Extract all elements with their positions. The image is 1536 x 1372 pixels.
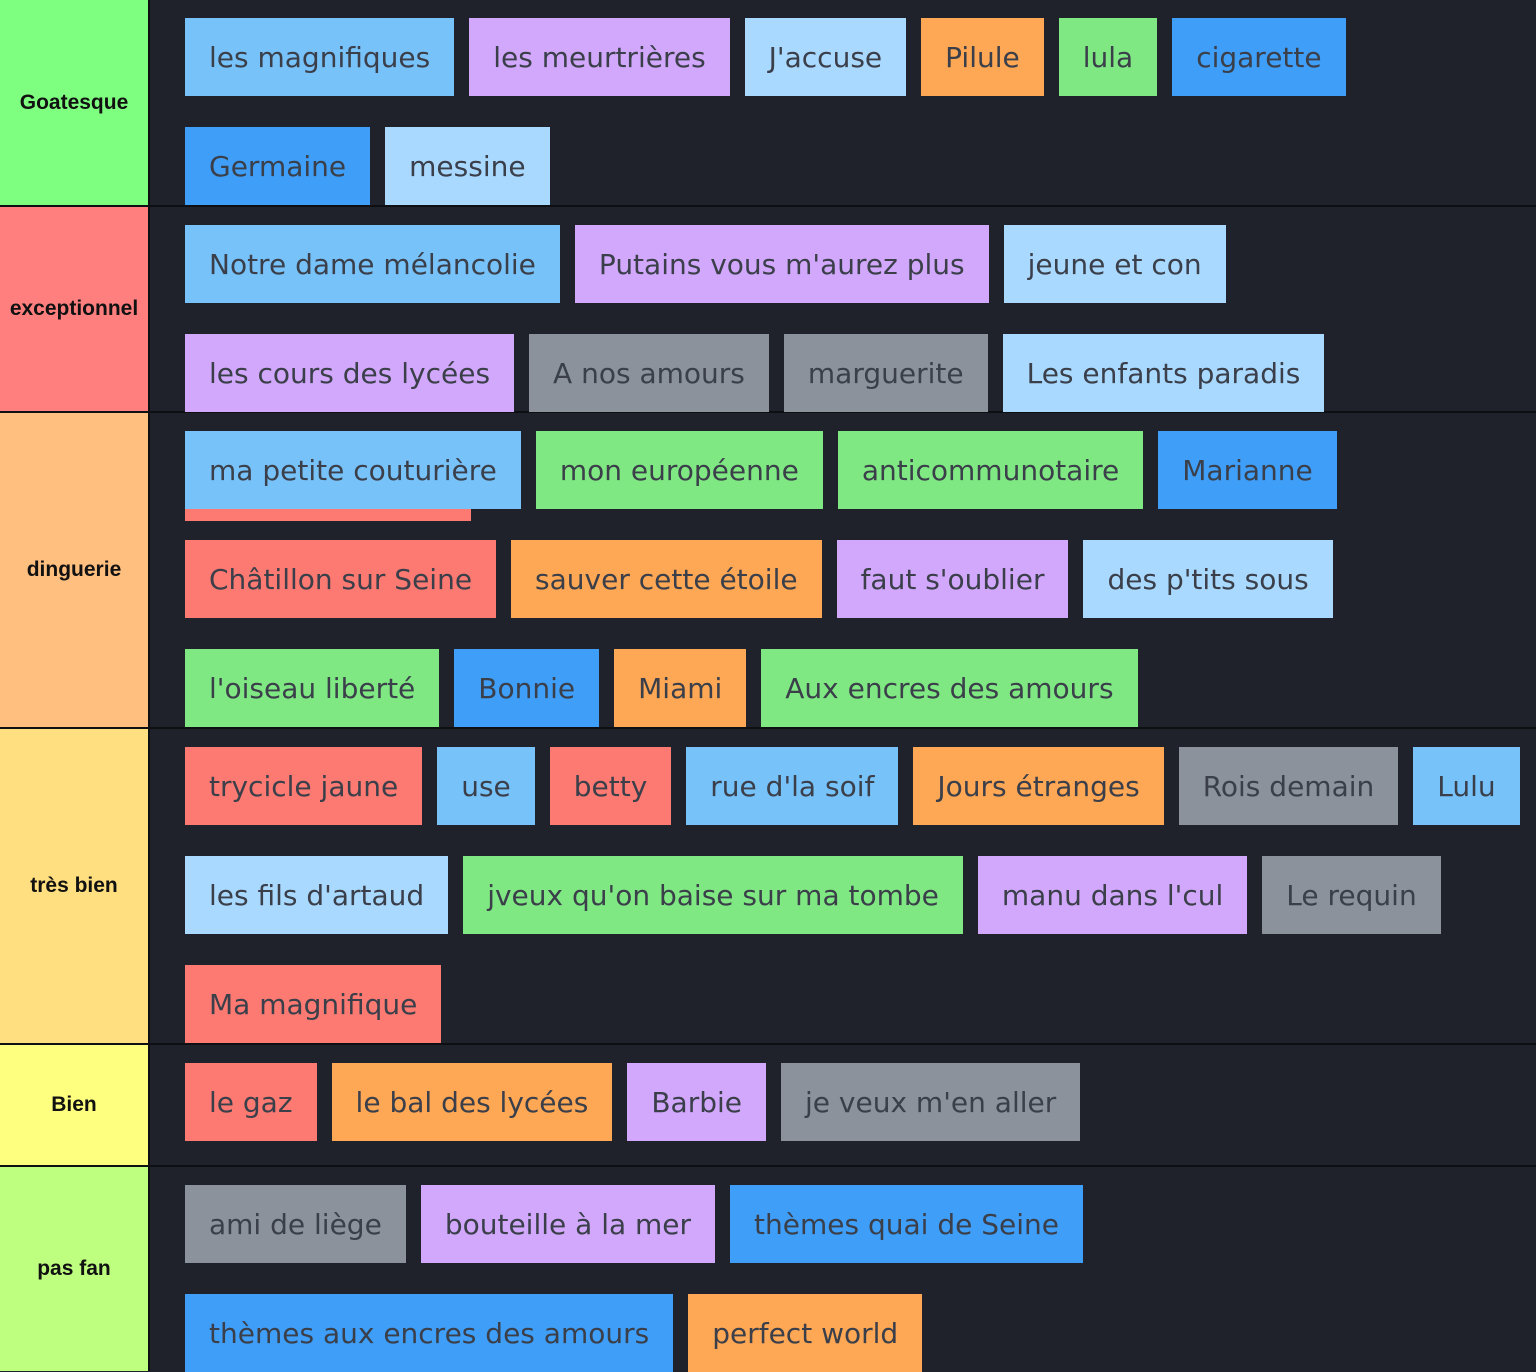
tier-item[interactable]: lula [1058, 18, 1158, 96]
tier-items[interactable]: Notre dame mélancolie Putains vous m'aure… [150, 207, 1536, 521]
tier-item[interactable]: use [437, 747, 535, 825]
tier-item[interactable]: ma petite couturière [185, 431, 521, 509]
tier-item[interactable]: manu dans l'cul [977, 856, 1248, 934]
tier-label: dinguerie [0, 413, 150, 727]
tier-item[interactable]: Jours étranges [913, 747, 1164, 825]
tier-item[interactable]: Germaine [185, 127, 371, 205]
tier-item[interactable]: perfect world [688, 1294, 923, 1372]
tier-item[interactable]: thèmes aux encres des amours [185, 1294, 674, 1372]
tier-item[interactable]: Marianne [1158, 431, 1337, 509]
tier-row-exceptionnel: exceptionnel Notre dame mélancolie Putain… [0, 207, 1536, 521]
tier-item[interactable]: jveux qu'on baise sur ma tombe [463, 856, 963, 934]
tier-item[interactable]: Ma magnifique [185, 965, 442, 1043]
tier-label: Goatesque [0, 0, 150, 205]
tier-item[interactable]: trycicle jaune [185, 747, 423, 825]
tier-item[interactable]: messine [385, 127, 550, 205]
tier-item[interactable]: betty [549, 747, 672, 825]
tier-items[interactable]: les magnifiques les meurtrières J'accuse Pi… [150, 0, 1536, 205]
tier-item[interactable]: les meurtrières [469, 18, 730, 96]
tier-row-goatesque: Goatesque les magnifiques les meurtrières… [0, 0, 1536, 207]
tier-row-tres-bien: très bien trycicle jaune use betty rue d'la… [0, 729, 1536, 1045]
tier-item[interactable]: anticommunotaire [837, 431, 1144, 509]
tier-row-dinguerie: dinguerie ma petite couturière mon europé… [0, 413, 1536, 729]
tier-item[interactable]: Châtillon sur Seine [185, 540, 497, 618]
tier-item[interactable]: bouteille à la mer [420, 1185, 716, 1263]
tier-row-pas-fan: pas fan ami de liège bouteille à la mer th… [0, 1167, 1536, 1372]
tier-item[interactable]: Notre dame mélancolie [185, 225, 560, 303]
tier-label: Bien [0, 1045, 150, 1165]
tier-item[interactable]: le bal des lycées [331, 1063, 613, 1141]
tier-item[interactable]: jeune et con [1003, 225, 1226, 303]
tier-item[interactable]: faut s'oublier [836, 540, 1069, 618]
tier-item[interactable]: Pilule [921, 18, 1044, 96]
tier-item[interactable]: Les enfants paradis [1002, 334, 1325, 412]
tier-label: pas fan [0, 1167, 150, 1371]
tier-item[interactable]: J'accuse [744, 18, 907, 96]
tier-item[interactable]: thèmes quai de Seine [730, 1185, 1083, 1263]
tier-item[interactable]: des p'tits sous [1083, 540, 1333, 618]
tier-item[interactable]: je veux m'en aller [781, 1063, 1081, 1141]
tier-item[interactable]: Putains vous m'aurez plus [574, 225, 989, 303]
tier-item[interactable]: Aux encres des amours [761, 649, 1138, 727]
tier-item[interactable]: marguerite [783, 334, 988, 412]
tier-item[interactable]: cigarette [1172, 18, 1346, 96]
tier-item[interactable]: Bonnie [454, 649, 600, 727]
tier-row-bien: Bien le gaz le bal des lycées Barbie je veu… [0, 1045, 1536, 1167]
tier-item[interactable]: mon européenne [535, 431, 823, 509]
tier-item[interactable]: A nos amours [529, 334, 769, 412]
tier-item[interactable]: l'oiseau liberté [185, 649, 440, 727]
tier-item[interactable]: Lulu [1413, 747, 1520, 825]
tier-item[interactable]: les fils d'artaud [185, 856, 449, 934]
tier-item[interactable]: Miami [614, 649, 747, 727]
tier-item[interactable]: Rois demain [1178, 747, 1399, 825]
tier-item[interactable]: ami de liège [185, 1185, 406, 1263]
tier-items[interactable]: ami de liège bouteille à la mer thèmes qua… [150, 1167, 1536, 1372]
tier-item[interactable]: les magnifiques [185, 18, 455, 96]
tier-label: exceptionnel [0, 207, 150, 411]
tier-items[interactable]: ma petite couturière mon européenne antico… [150, 413, 1536, 727]
tier-label: très bien [0, 729, 150, 1043]
tier-items[interactable]: trycicle jaune use betty rue d'la soif Jours… [150, 729, 1536, 1043]
tier-item[interactable]: sauver cette étoile [511, 540, 822, 618]
tier-item[interactable]: le gaz [185, 1063, 317, 1141]
tier-item[interactable]: Le requin [1262, 856, 1441, 934]
tier-item[interactable]: rue d'la soif [686, 747, 899, 825]
tier-items[interactable]: le gaz le bal des lycées Barbie je veux m'e… [150, 1045, 1536, 1165]
tier-item[interactable]: les cours des lycées [185, 334, 515, 412]
tier-item[interactable]: Barbie [627, 1063, 767, 1141]
